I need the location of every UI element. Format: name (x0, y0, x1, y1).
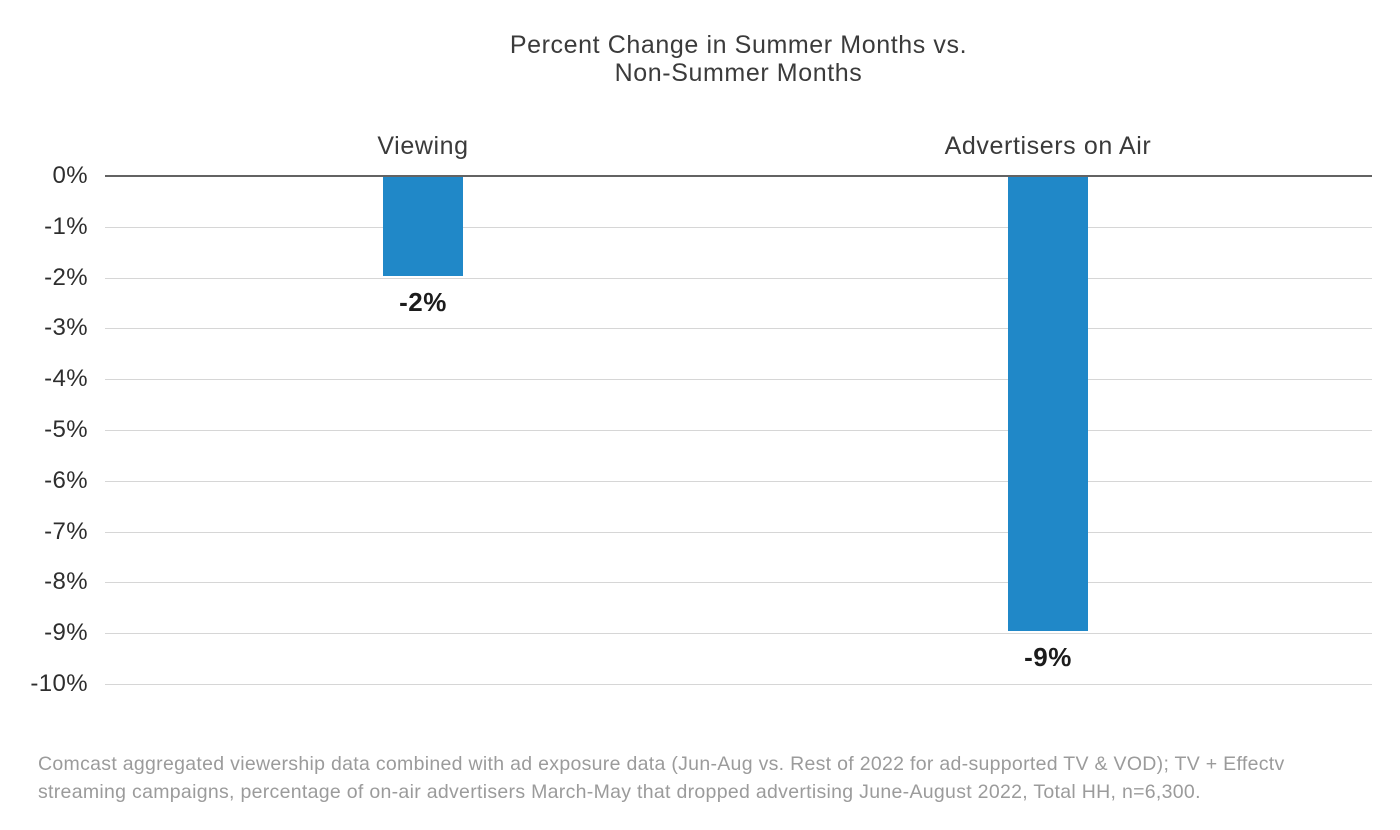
gridline (105, 277, 1372, 279)
value-label-advertisers-on-air: -9% (1024, 642, 1072, 673)
category-label-viewing: Viewing (377, 132, 469, 160)
gridline (105, 430, 1372, 431)
chart-title-line-2: Non-Summer Months (614, 59, 863, 87)
footnote-line-2: streaming campaigns, percentage of on-ai… (38, 780, 1201, 803)
y-axis-tick-label: -6% (44, 466, 88, 494)
y-axis-tick-label: -1% (44, 212, 88, 240)
y-axis-tick-label: -5% (44, 416, 88, 443)
y-axis-tick-label: -3% (44, 314, 88, 342)
footnote: Comcast aggregated viewership data combi… (38, 751, 1378, 806)
y-axis-tick-label: -4% (44, 365, 88, 393)
bar-viewing (383, 177, 463, 276)
chart-title-line-1: Percent Change in Summer Months vs. (509, 31, 968, 59)
y-axis-tick-label: -8% (44, 568, 88, 596)
footnote-line-1: Comcast aggregated viewership data combi… (38, 753, 1285, 775)
value-label-viewing: -2% (399, 286, 447, 317)
gridline (105, 480, 1372, 482)
gridline (105, 684, 1372, 685)
gridline (105, 582, 1372, 584)
y-axis-tick-label: 0% (52, 162, 88, 189)
category-label-advertisers-on-air: Advertisers on Air (944, 132, 1152, 160)
chart-title: Percent Change in Summer Months vs. Non-… (105, 31, 1372, 87)
gridline (105, 226, 1372, 228)
y-axis-tick-label: -2% (44, 263, 88, 291)
gridline (105, 379, 1372, 381)
gridline (105, 328, 1372, 330)
y-axis-tick-label: -7% (44, 517, 88, 545)
y-axis-tick-label: -10% (30, 670, 88, 697)
zero-axis-line (105, 175, 1372, 177)
gridline (105, 633, 1372, 635)
gridline (105, 531, 1372, 533)
bar-advertisers-on-air (1008, 177, 1088, 632)
y-axis-tick-label: -9% (44, 619, 88, 647)
